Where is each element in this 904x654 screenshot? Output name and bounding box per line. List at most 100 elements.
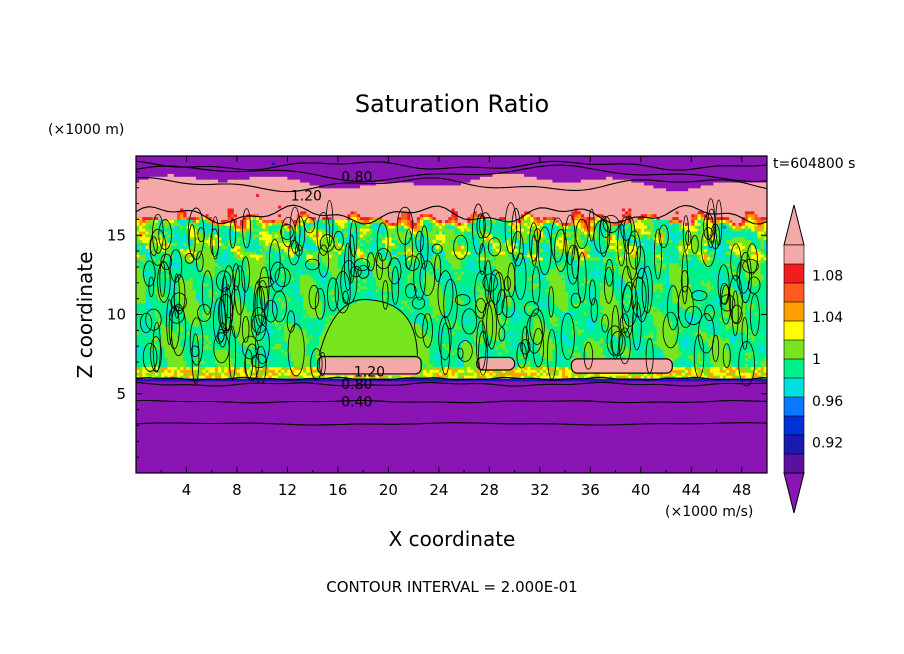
field-cell [590, 432, 595, 437]
field-cell [659, 452, 664, 457]
field-cell [186, 461, 191, 465]
field-cell [208, 429, 213, 434]
field-cell [584, 455, 588, 460]
field-cell [401, 415, 405, 419]
field-cell [186, 449, 191, 454]
field-cell [713, 458, 718, 463]
field-cell [391, 455, 396, 460]
field-cell [565, 467, 569, 471]
field-cell [489, 447, 494, 451]
field-cell [145, 438, 150, 442]
field-cell [426, 467, 431, 471]
field-cell [252, 435, 257, 440]
field-cell [530, 455, 535, 460]
field-cell [549, 461, 554, 465]
field-cell [401, 432, 405, 437]
field-cell [139, 470, 143, 473]
field-cell [312, 438, 317, 442]
field-cell [524, 424, 528, 428]
field-cell [230, 467, 235, 471]
field-cell [407, 452, 412, 457]
field-cell [325, 426, 330, 431]
field-cell [142, 461, 147, 465]
field-cell [249, 426, 254, 431]
field-cell [552, 441, 557, 445]
field-cell [533, 429, 538, 434]
field-cell [716, 429, 721, 434]
field-cell [748, 432, 752, 437]
field-cell [751, 461, 755, 465]
field-cell [577, 418, 582, 422]
field-cell [722, 435, 727, 440]
field-cell [681, 435, 686, 440]
field-cell [214, 452, 219, 457]
field-cell [284, 421, 289, 425]
field-cell [691, 447, 696, 451]
field-cell [549, 426, 554, 431]
field-cell [385, 455, 389, 460]
field-cell [716, 452, 721, 457]
field-cell [628, 441, 632, 445]
field-cell [296, 444, 301, 448]
field-cell [148, 426, 153, 431]
field-cell [527, 441, 531, 445]
field-cell [208, 415, 213, 419]
field-cell [634, 467, 639, 471]
field-cell [643, 441, 648, 445]
field-cell [656, 424, 661, 428]
field-cell [255, 449, 260, 454]
field-cell [533, 458, 538, 463]
field-cell [675, 470, 680, 473]
field-cell [136, 449, 140, 454]
field-cell [688, 444, 692, 448]
field-cell [328, 429, 333, 434]
field-cell [236, 447, 241, 451]
field-cell [666, 429, 670, 434]
field-cell [451, 467, 456, 471]
field-cell [722, 464, 727, 468]
field-cell [419, 464, 424, 468]
field-cell [325, 449, 330, 454]
field-cell [625, 467, 629, 471]
field-cell [609, 461, 614, 465]
field-cell [650, 429, 655, 434]
field-cell [252, 461, 257, 465]
field-cell [656, 441, 661, 445]
field-cell [625, 455, 629, 460]
field-cell [369, 429, 374, 434]
y-unit-label: (×1000 m) [48, 122, 124, 138]
field-cell [145, 441, 150, 445]
field-cell [410, 458, 415, 463]
field-cell [448, 455, 453, 460]
field-cell [394, 452, 399, 457]
field-cell [382, 452, 386, 457]
field-cell [423, 432, 427, 437]
field-cell [442, 426, 446, 431]
field-cell [164, 447, 169, 451]
field-cell [568, 449, 572, 454]
field-cell [621, 421, 626, 425]
field-cell [334, 426, 339, 431]
field-cell [249, 449, 254, 454]
field-cell [309, 452, 314, 457]
field-cell [189, 458, 194, 463]
field-cell [265, 424, 270, 428]
field-cell [700, 455, 705, 460]
field-cell [334, 449, 339, 454]
field-cell [514, 467, 519, 471]
field-cell [710, 461, 714, 465]
field-cell [183, 426, 188, 431]
field-cell [151, 441, 156, 445]
field-cell [350, 447, 355, 451]
field-cell [394, 444, 399, 448]
field-cell [404, 444, 408, 448]
field-cell [303, 438, 307, 442]
field-cell [606, 432, 610, 437]
field-cell [757, 429, 762, 434]
field-cell [763, 458, 767, 463]
field-cell [262, 418, 266, 422]
field-cell [467, 452, 472, 457]
field-cell [230, 429, 235, 434]
field-cell [508, 432, 513, 437]
field-cell [290, 424, 295, 428]
